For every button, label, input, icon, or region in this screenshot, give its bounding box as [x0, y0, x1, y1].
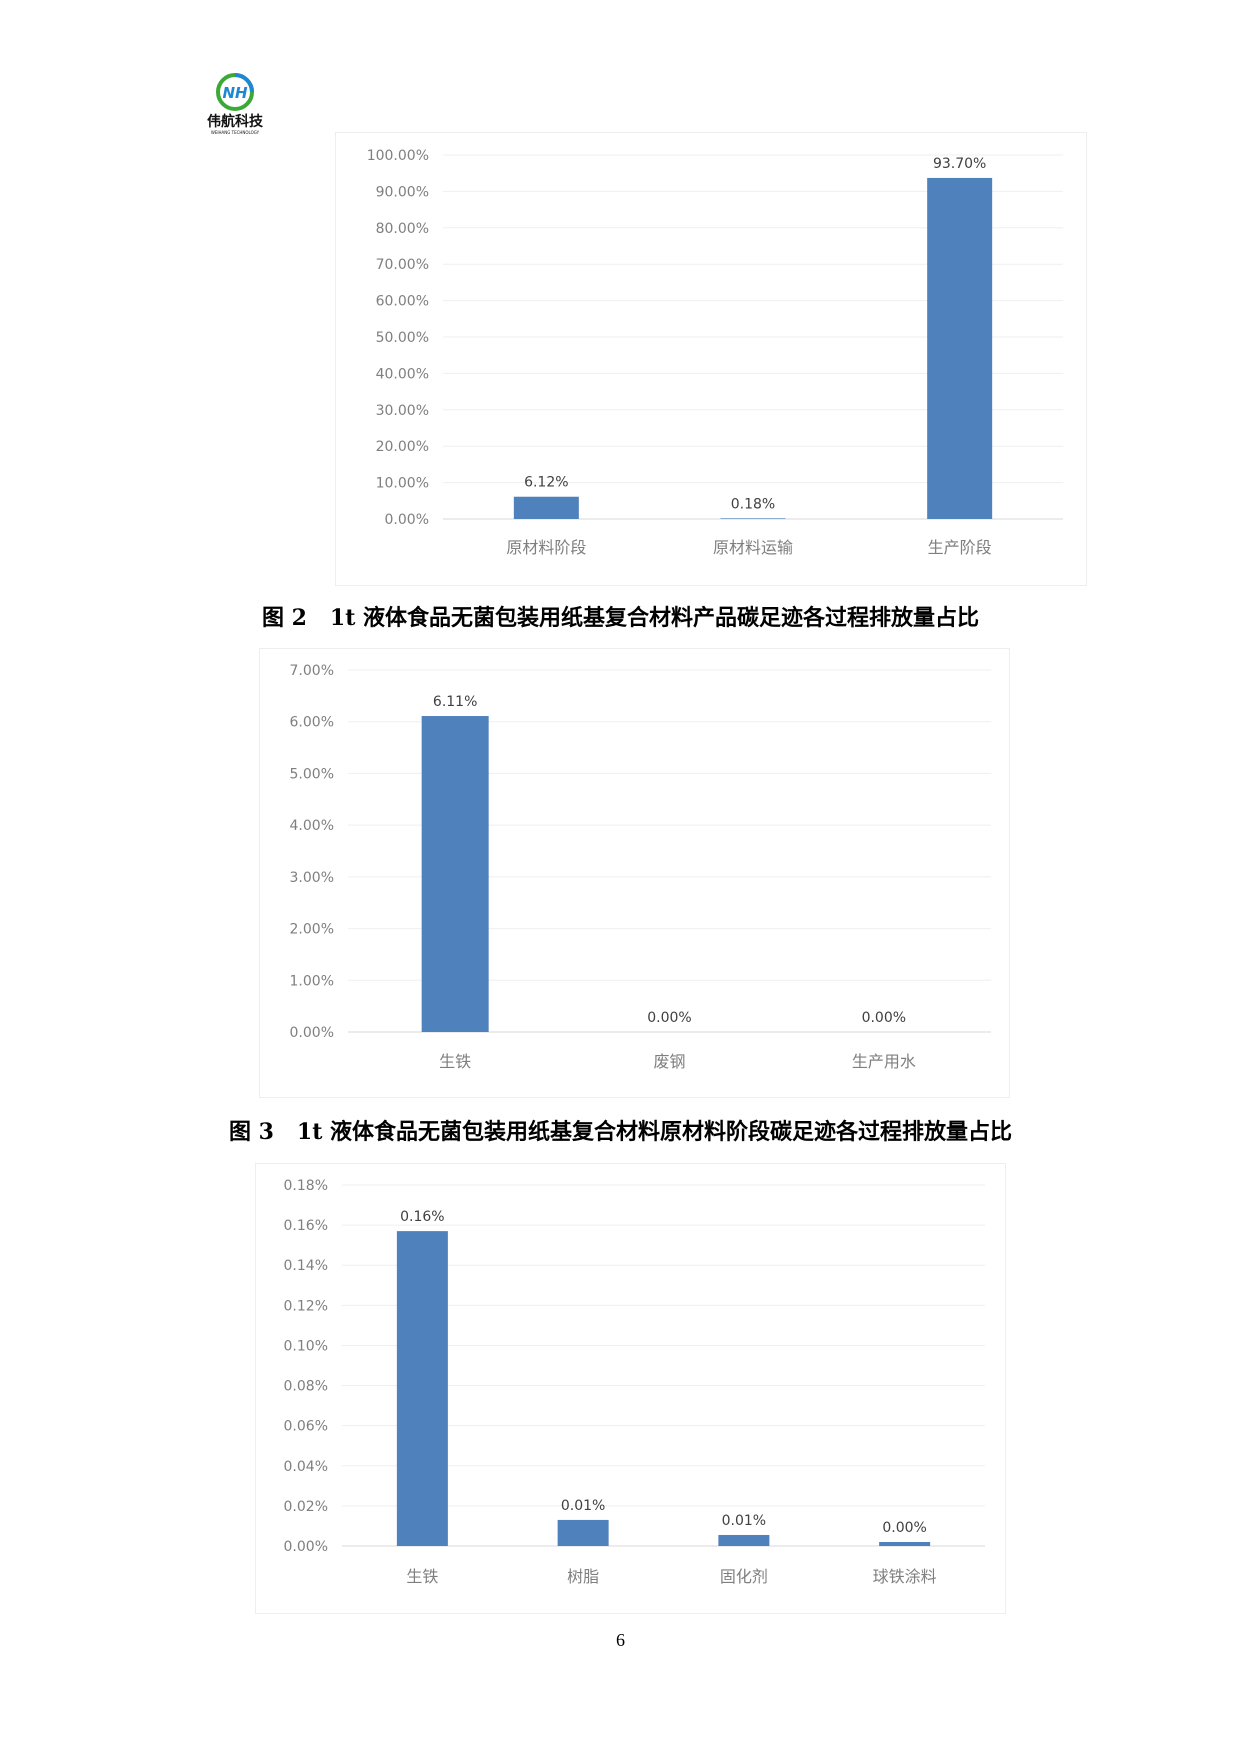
figure-3-caption: 图 3 1t 液体食品无菌包装用纸基复合材料原材料阶段碳足迹各过程排放量占比 [228, 1119, 1013, 1145]
y-tick-label: 30.00% [376, 403, 429, 419]
y-tick-label: 70.00% [376, 257, 429, 273]
y-tick-label: 90.00% [376, 184, 429, 200]
bar [513, 496, 579, 519]
y-tick-label: 0.18% [284, 1178, 328, 1194]
y-tick-label: 0.04% [284, 1459, 328, 1475]
bar-chart-svg: 0.00% 0.02% 0.04% 0.06% 0.08% 0.10% 0.12% 0.14%… [284, 1178, 985, 1586]
data-label: 0.01% [561, 1498, 605, 1514]
bar [879, 1541, 931, 1546]
data-label: 0.00% [647, 1010, 691, 1026]
figure-2-caption: 图 2 1t 液体食品无菌包装用纸基复合材料产品碳足迹各过程排放量占比 [261, 605, 980, 631]
bar-chart-svg: 0.00% 1.00% 2.00% 3.00% 4.00% 5.00% 6.00% 7.00%… [290, 663, 991, 1071]
y-tick-label: 40.00% [376, 366, 429, 382]
y-tick-label: 1.00% [290, 973, 334, 989]
x-category-label: 原材料阶段 [506, 538, 586, 557]
svg-text:NH: NH [222, 84, 248, 102]
bar [720, 518, 786, 519]
data-label: 6.11% [433, 694, 477, 710]
y-tick-label: 0.16% [284, 1218, 328, 1234]
x-category-label: 生铁 [439, 1052, 471, 1071]
x-category-label: 生产用水 [852, 1052, 916, 1071]
x-category-label: 固化剂 [720, 1567, 768, 1586]
bar [927, 177, 993, 519]
data-label: 0.01% [722, 1513, 766, 1529]
y-tick-label: 60.00% [376, 294, 429, 310]
y-tick-label: 0.12% [284, 1298, 328, 1314]
y-tick-label: 4.00% [290, 818, 334, 834]
chart-raw-material-breakdown: 0.00% 0.02% 0.04% 0.06% 0.08% 0.10% 0.12% 0.14%… [255, 1163, 1006, 1614]
chart-process-emission-share: 0.00% 10.00% 20.00% 30.00% 40.00% 50.00% 60.00… [335, 132, 1087, 586]
y-tick-label: 3.00% [290, 870, 334, 886]
x-category-label: 球铁涂料 [873, 1567, 937, 1586]
y-tick-label: 6.00% [290, 715, 334, 731]
logo-emblem-icon: NH 伟航科技 WEIHANG TECHNOLOGY [207, 73, 264, 135]
y-tick-label: 0.14% [284, 1258, 328, 1274]
bar [718, 1534, 770, 1546]
data-label: 0.00% [862, 1010, 906, 1026]
y-tick-label: 20.00% [376, 439, 429, 455]
y-tick-label: 5.00% [290, 766, 334, 782]
bar [396, 1231, 448, 1546]
data-label: 0.00% [882, 1520, 926, 1536]
data-label: 0.16% [400, 1209, 444, 1225]
page-number: 6 [616, 1630, 625, 1650]
y-tick-label: 0.00% [385, 512, 429, 528]
y-tick-label: 0.10% [284, 1338, 328, 1354]
x-category-label: 废钢 [653, 1052, 685, 1071]
y-tick-label: 50.00% [376, 330, 429, 346]
y-tick-label: 0.00% [290, 1025, 334, 1041]
x-category-label: 树脂 [567, 1567, 599, 1586]
data-label: 93.70% [933, 156, 986, 172]
y-tick-label: 0.02% [284, 1499, 328, 1515]
x-category-label: 生产阶段 [928, 538, 992, 557]
chart-raw-material-stage-share: 0.00% 1.00% 2.00% 3.00% 4.00% 5.00% 6.00% 7.00%… [259, 648, 1010, 1098]
x-category-label: 原材料运输 [713, 538, 793, 557]
bar [421, 716, 489, 1032]
y-tick-label: 100.00% [367, 148, 429, 164]
bar [557, 1519, 609, 1546]
y-tick-label: 0.06% [284, 1419, 328, 1435]
x-category-label: 生铁 [406, 1567, 438, 1586]
company-logo: NH 伟航科技 WEIHANG TECHNOLOGY [200, 70, 270, 140]
y-tick-label: 80.00% [376, 221, 429, 237]
data-label: 6.12% [524, 475, 568, 491]
y-tick-label: 2.00% [290, 922, 334, 938]
y-tick-label: 0.00% [284, 1539, 328, 1555]
y-tick-label: 7.00% [290, 663, 334, 679]
svg-text:WEIHANG TECHNOLOGY: WEIHANG TECHNOLOGY [211, 130, 260, 135]
bar-chart-svg: 0.00% 10.00% 20.00% 30.00% 40.00% 50.00% 60.00… [367, 148, 1063, 557]
y-tick-label: 10.00% [376, 476, 429, 492]
svg-text:伟航科技: 伟航科技 [207, 113, 264, 130]
y-tick-label: 0.08% [284, 1379, 328, 1395]
data-label: 0.18% [731, 496, 775, 512]
